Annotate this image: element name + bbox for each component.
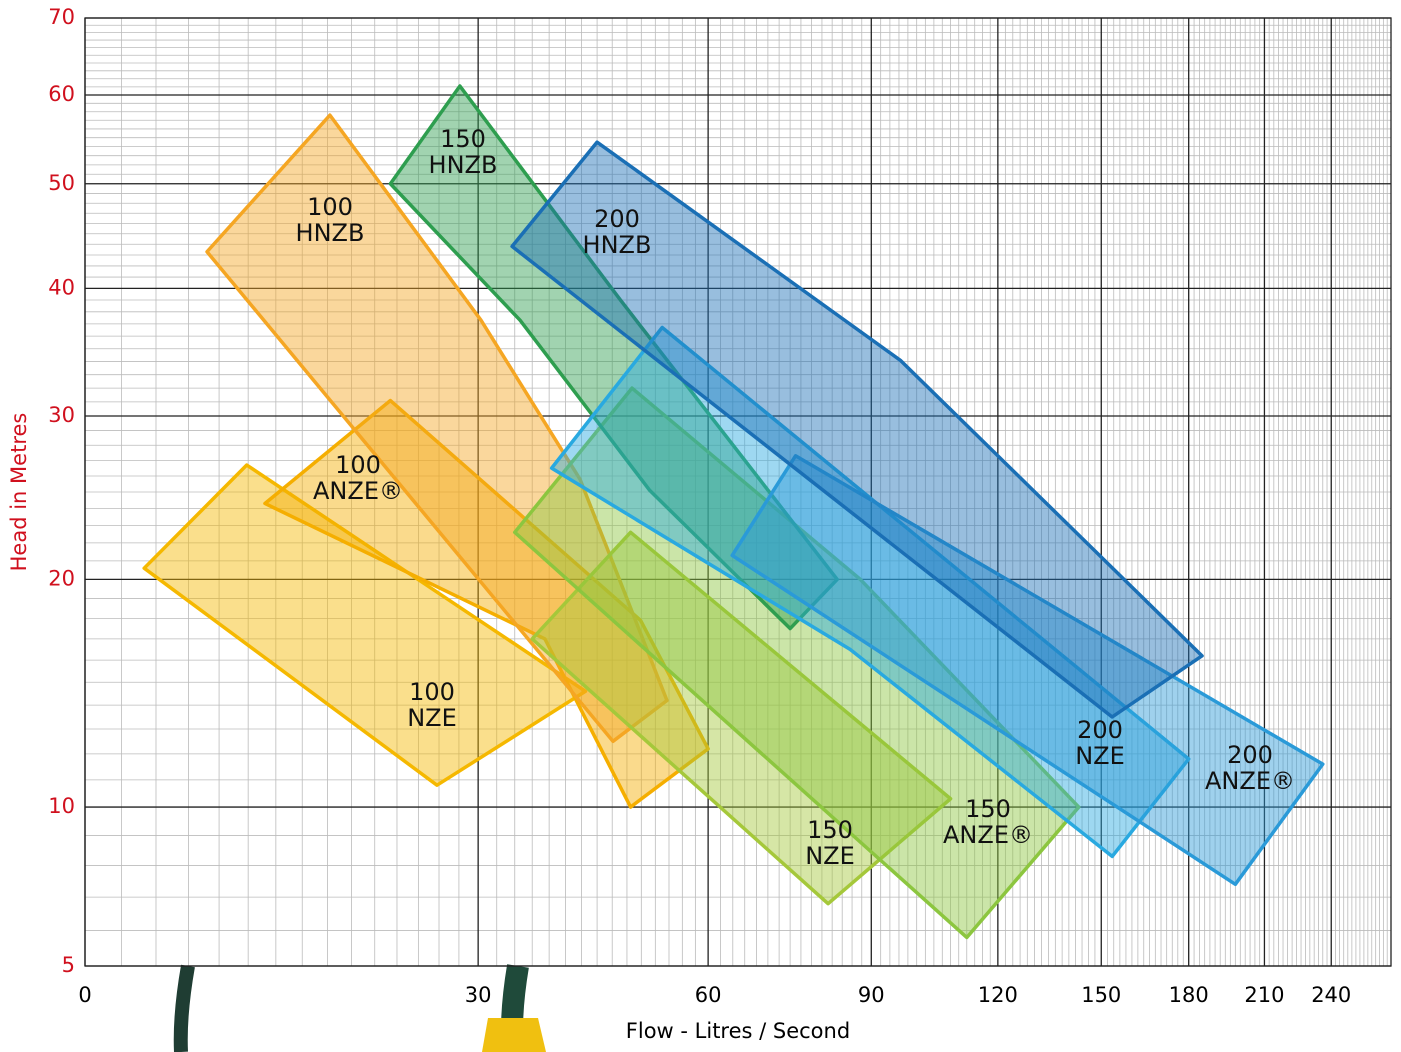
- y-tick-label: 10: [48, 794, 75, 818]
- y-tick-label: 40: [48, 275, 75, 299]
- y-tick-label: 60: [48, 82, 75, 106]
- series-label: 150 NZE: [805, 816, 855, 870]
- pump-envelope: [510, 140, 1204, 719]
- x-tick-label: 90: [858, 983, 885, 1007]
- pump-envelope: [513, 386, 1081, 940]
- series-label: 200 HNZB: [582, 205, 652, 259]
- y-tick-label: 50: [48, 171, 75, 195]
- series-label: 150 ANZE®: [943, 795, 1033, 849]
- y-tick-label: 70: [48, 5, 75, 29]
- pump-envelope: [142, 463, 588, 787]
- x-tick-label: 240: [1311, 983, 1351, 1007]
- x-tick-label: 30: [465, 983, 492, 1007]
- series-label: 100 NZE: [407, 678, 457, 732]
- series-label: 200 ANZE®: [1205, 741, 1295, 795]
- series-label: 200 NZE: [1075, 716, 1125, 770]
- series-label: 100 ANZE®: [313, 451, 403, 505]
- x-tick-label: 210: [1244, 983, 1284, 1007]
- y-tick-label: 30: [48, 403, 75, 427]
- y-tick-label: 20: [48, 566, 75, 590]
- series-label: 100 HNZB: [295, 193, 365, 247]
- x-tick-label: 120: [978, 983, 1018, 1007]
- x-tick-label: 180: [1169, 983, 1209, 1007]
- x-tick-label: 150: [1081, 983, 1121, 1007]
- x-tick-label: 60: [695, 983, 722, 1007]
- x-axis-title: Flow - Litres / Second: [626, 1019, 850, 1043]
- pump-envelope: [263, 398, 710, 809]
- y-axis-title: Head in Metres: [7, 413, 31, 572]
- x-tick-label: 0: [78, 983, 91, 1007]
- plot-frame: [84, 17, 1392, 967]
- series-label: 150 HNZB: [428, 125, 498, 179]
- y-tick-label: 5: [62, 953, 75, 977]
- pump-envelope: [388, 84, 839, 631]
- pump-envelope: [205, 113, 669, 744]
- pump-envelope: [730, 454, 1325, 887]
- pump-envelope: [530, 530, 953, 906]
- hose-decoration: [173, 964, 546, 1052]
